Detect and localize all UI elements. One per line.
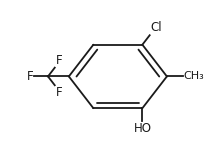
Text: F: F: [55, 86, 62, 99]
Text: F: F: [55, 54, 62, 67]
Text: HO: HO: [133, 122, 151, 135]
Text: F: F: [27, 70, 33, 83]
Text: Cl: Cl: [151, 21, 162, 34]
Text: CH₃: CH₃: [184, 71, 205, 81]
